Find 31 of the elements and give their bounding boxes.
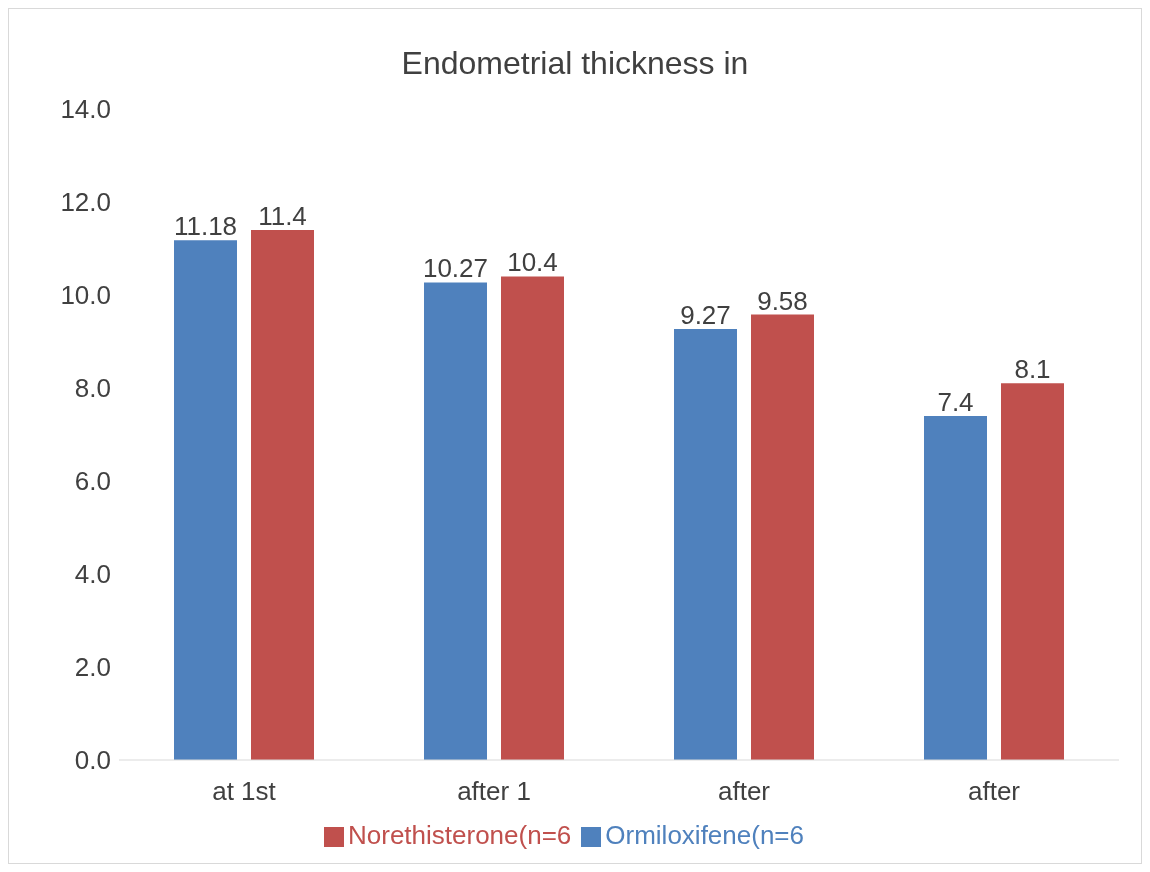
- data-label: 9.27: [680, 299, 731, 330]
- y-tick-label: 10.0: [60, 280, 111, 311]
- chart-title: Endometrial thickness in: [400, 44, 750, 83]
- bar: [674, 328, 737, 760]
- y-tick-label: 8.0: [74, 373, 111, 404]
- data-label: 11.4: [258, 200, 307, 231]
- y-tick-label: 4.0: [74, 559, 111, 590]
- bar: [251, 229, 314, 760]
- x-tick-label: after: [717, 776, 771, 807]
- data-label: 11.18: [173, 211, 238, 242]
- x-tick-label: after: [967, 776, 1021, 807]
- data-label: 10.4: [507, 247, 558, 278]
- x-tick-label: at 1st: [212, 776, 277, 807]
- legend-label: Norethisterone(n=6: [347, 820, 572, 850]
- x-tick-label: after 1: [457, 776, 531, 807]
- data-label: 10.27: [422, 253, 489, 284]
- bar: [1001, 383, 1064, 760]
- y-tick-label: 2.0: [74, 652, 111, 683]
- data-label: 9.58: [757, 285, 808, 316]
- y-tick-label: 0.0: [74, 745, 111, 776]
- legend-label: Ormiloxifene(n=6: [605, 820, 804, 850]
- y-tick-label: 6.0: [74, 466, 111, 497]
- data-label: 7.4: [937, 386, 974, 417]
- bar: [501, 276, 564, 760]
- data-label: 8.1: [1014, 354, 1051, 385]
- bar: [751, 314, 814, 760]
- bar: [424, 282, 487, 760]
- bar: [924, 415, 987, 760]
- bar: [174, 240, 237, 760]
- y-tick-label: 14.0: [60, 94, 111, 125]
- y-tick-label: 12.0: [60, 187, 111, 218]
